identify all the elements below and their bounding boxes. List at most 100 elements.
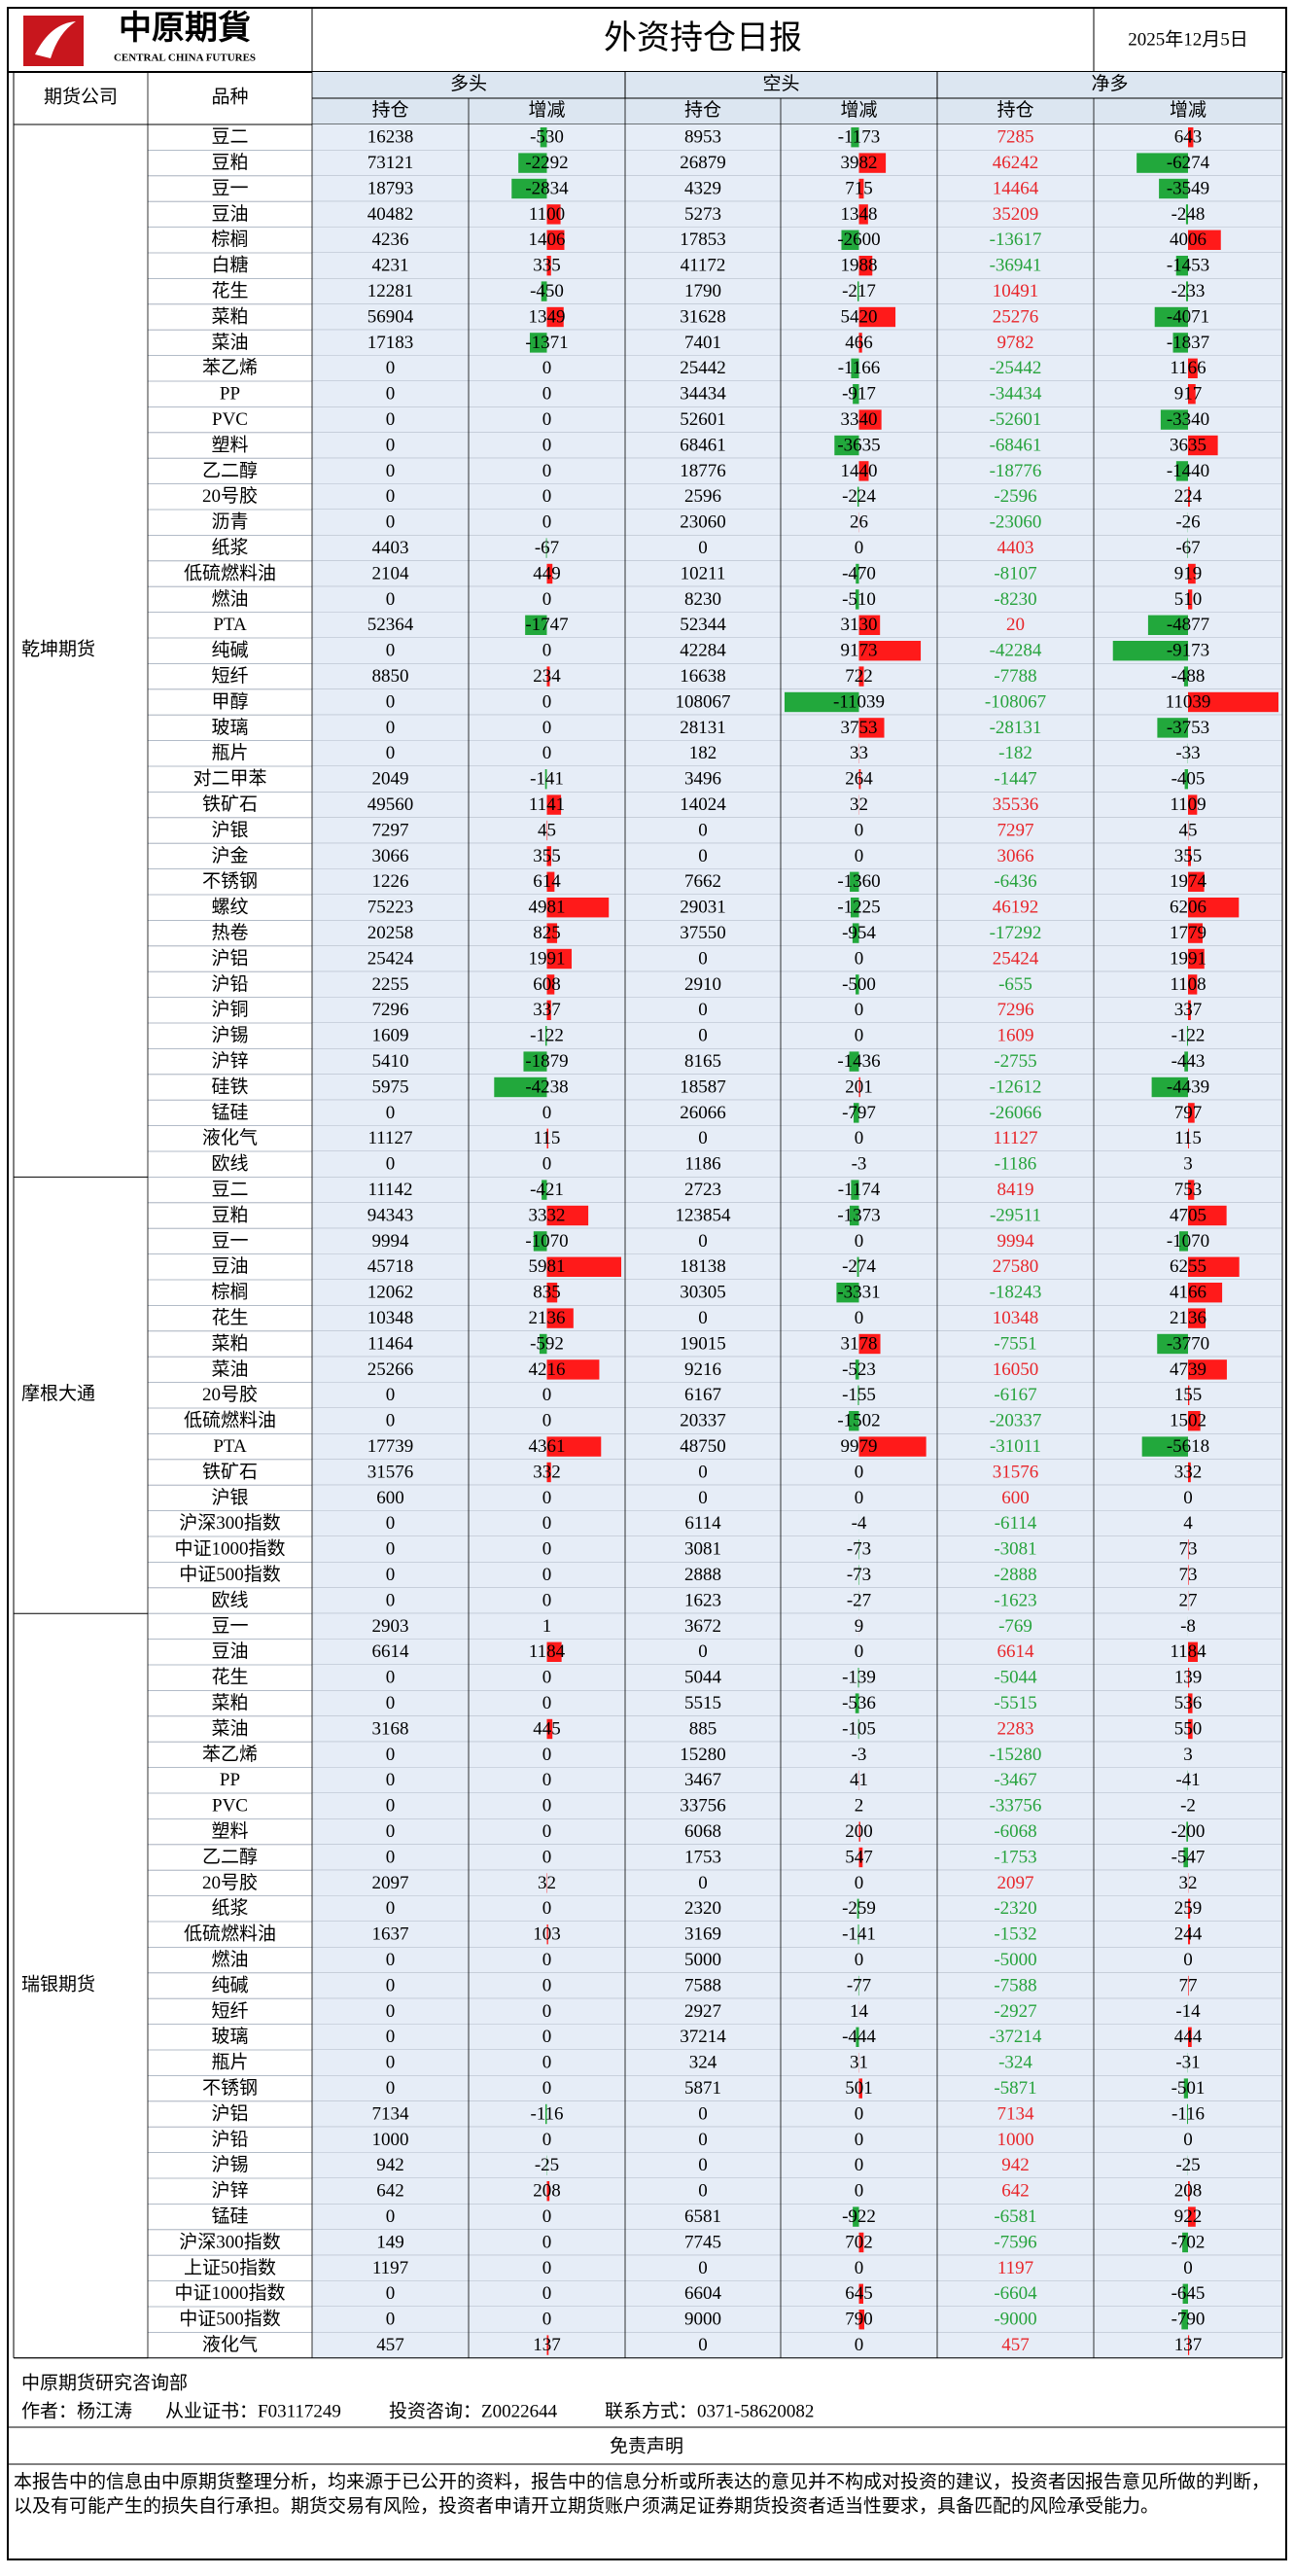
value-cell: -1879	[525, 1051, 568, 1072]
cell-bg	[312, 1408, 1282, 1434]
cell-bg	[312, 663, 1282, 689]
change-bar	[546, 948, 572, 970]
value-cell: 0	[542, 1668, 552, 1688]
change-bar	[1188, 871, 1205, 892]
value-cell: 0	[542, 486, 552, 507]
value-cell: 702	[845, 2232, 873, 2252]
value-cell: 31576	[367, 1462, 414, 1482]
variety: 沪锡	[211, 1025, 248, 1046]
value-cell: -116	[1172, 2103, 1205, 2124]
change-bar	[1188, 486, 1190, 507]
value-cell: -248	[1172, 204, 1206, 225]
value-cell: 0	[542, 1847, 552, 1867]
change-bar	[546, 974, 555, 995]
value-cell: -141	[530, 769, 564, 790]
variety: 沪铅	[211, 973, 248, 995]
value-cell: 139	[1174, 1668, 1203, 1688]
value-cell: 0	[1183, 1950, 1193, 1970]
value-cell: 3467	[684, 1770, 721, 1790]
value-cell: -139	[842, 1668, 876, 1688]
value-cell: 501	[845, 2078, 873, 2099]
change-bar	[1188, 2335, 1190, 2355]
cell-bg	[312, 1715, 1282, 1743]
variety: PP	[220, 1770, 240, 1790]
value-cell: -25442	[990, 358, 1042, 378]
value-cell: 0	[386, 2310, 396, 2330]
variety: 苯乙烯	[202, 357, 258, 378]
change-bar	[546, 204, 561, 225]
header-cell: 品种	[211, 86, 248, 107]
variety: 棕榈	[211, 1282, 248, 1303]
value-cell: 0	[542, 1745, 552, 1765]
change-bar	[856, 974, 859, 995]
change-bar	[1188, 1975, 1189, 1996]
value-cell: -7551	[994, 1333, 1036, 1354]
value-cell: -500	[842, 974, 876, 995]
cell-bg	[312, 150, 1282, 176]
change-bar	[1188, 1693, 1193, 1713]
variety: 豆油	[211, 1255, 248, 1277]
value-cell: 14	[850, 2001, 869, 2022]
value-cell: -141	[842, 1924, 876, 1945]
variety: 20号胶	[202, 1384, 258, 1405]
cell-bg	[312, 740, 1282, 766]
cell-bg	[312, 945, 1282, 972]
value-cell: -1453	[1167, 256, 1209, 276]
value-cell: 3332	[529, 1205, 566, 1225]
value-cell: -3331	[837, 1283, 880, 1303]
change-bar	[546, 898, 610, 918]
value-cell: -6604	[994, 2283, 1037, 2304]
value-cell: -405	[1172, 769, 1206, 790]
value-cell: 337	[1174, 1000, 1203, 1020]
variety: 豆一	[211, 1231, 248, 1252]
variety: 菜粕	[211, 305, 248, 327]
value-cell: 1141	[529, 794, 565, 815]
value-cell: 0	[698, 2335, 708, 2355]
variety: 纸浆	[211, 537, 248, 558]
value-cell: 0	[386, 691, 396, 712]
value-cell: 3066	[372, 846, 409, 866]
value-cell: -67	[1175, 538, 1200, 558]
value-cell: 0	[855, 2335, 864, 2355]
cell-bg	[312, 868, 1282, 895]
value-cell: 2927	[684, 2001, 721, 2022]
change-bar	[546, 846, 552, 866]
value-cell: 40482	[367, 204, 414, 225]
change-bar	[1188, 1256, 1240, 1277]
change-bar	[1182, 2232, 1188, 2253]
value-cell: 7285	[997, 127, 1034, 148]
value-cell: 115	[534, 1128, 561, 1148]
value-cell: 9	[855, 1616, 864, 1637]
value-cell: 52344	[680, 615, 726, 635]
change-bar	[857, 1668, 859, 1688]
value-cell: 0	[542, 718, 552, 738]
value-cell: -23060	[990, 512, 1042, 533]
cell-bg	[312, 1972, 1282, 1999]
cell-bg	[312, 1947, 1282, 1973]
value-cell: 4403	[997, 538, 1034, 558]
value-cell: -444	[842, 2027, 876, 2047]
change-bar	[858, 2310, 864, 2330]
value-cell: 32	[1179, 1873, 1198, 1893]
cell-bg	[312, 175, 1282, 202]
value-cell: 3081	[684, 1539, 721, 1560]
value-cell: 73121	[367, 153, 414, 173]
value-cell: -769	[998, 1616, 1032, 1637]
value-cell: -18243	[990, 1283, 1042, 1303]
cell-bg	[312, 1895, 1282, 1922]
change-bar	[1187, 538, 1188, 558]
variety: 20号胶	[202, 485, 258, 507]
variety: 豆一	[211, 1616, 248, 1637]
value-cell: 715	[845, 178, 873, 198]
value-cell: -9000	[994, 2310, 1036, 2330]
variety: 沪深300指数	[179, 2231, 281, 2252]
cell-bg	[312, 792, 1282, 818]
variety: 铁矿石	[202, 794, 258, 815]
value-cell: 4006	[1170, 229, 1207, 250]
value-cell: 608	[533, 974, 561, 995]
value-cell: 0	[386, 1565, 396, 1585]
cell-bg	[312, 278, 1282, 304]
value-cell: 917	[1174, 384, 1203, 405]
value-cell: 11127	[993, 1128, 1037, 1148]
cell-bg	[312, 2024, 1282, 2050]
